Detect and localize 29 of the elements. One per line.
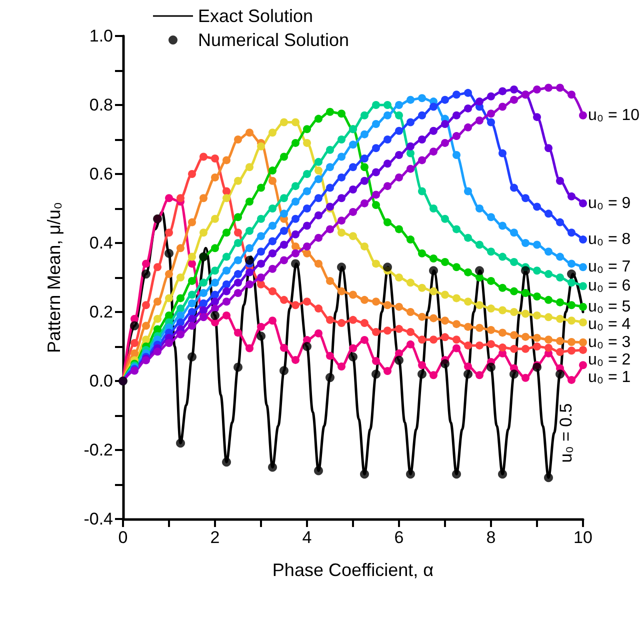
x-tick-label: 10: [574, 528, 592, 547]
x-tick-label: 2: [210, 528, 220, 547]
text: u₀ = 6: [588, 278, 631, 295]
x-tick-label: 8: [486, 528, 496, 547]
y-tick-label: 0.6: [89, 164, 113, 184]
text: u₀ = 1: [588, 368, 631, 386]
y-tick-label: 0.0: [89, 372, 113, 390]
text: u₀ = 3: [588, 334, 631, 351]
text: u₀ = 8: [588, 231, 631, 248]
annotation: u₀ = 0.5: [556, 403, 576, 463]
y-tick-label: 0.8: [89, 96, 113, 114]
text: u₀ = 2: [588, 351, 631, 368]
y-tick-label: 1.0: [89, 26, 113, 46]
legend-label: Numerical Solution: [198, 30, 350, 50]
x-tick-label: 6: [394, 528, 404, 547]
text: u₀ = 7: [588, 258, 631, 276]
x-tick-label: 4: [302, 528, 312, 547]
text: u₀ = 9: [588, 194, 631, 212]
text: u₀ = 4: [588, 316, 631, 333]
y-tick-label: 0.4: [89, 234, 113, 252]
text: u₀ = 5: [588, 298, 631, 316]
text: u₀ = 10: [588, 106, 640, 124]
y-axis-title: Pattern Mean, μ/u₀: [44, 202, 64, 353]
y-tick-label: -0.2: [84, 440, 113, 460]
y-tick-label: -0.4: [84, 510, 113, 528]
x-tick-label: 0: [118, 528, 128, 547]
y-tick-label: 0.2: [89, 302, 113, 322]
x-axis-title: Phase Coefficient, α: [272, 560, 434, 580]
legend-label: Exact Solution: [198, 6, 314, 26]
